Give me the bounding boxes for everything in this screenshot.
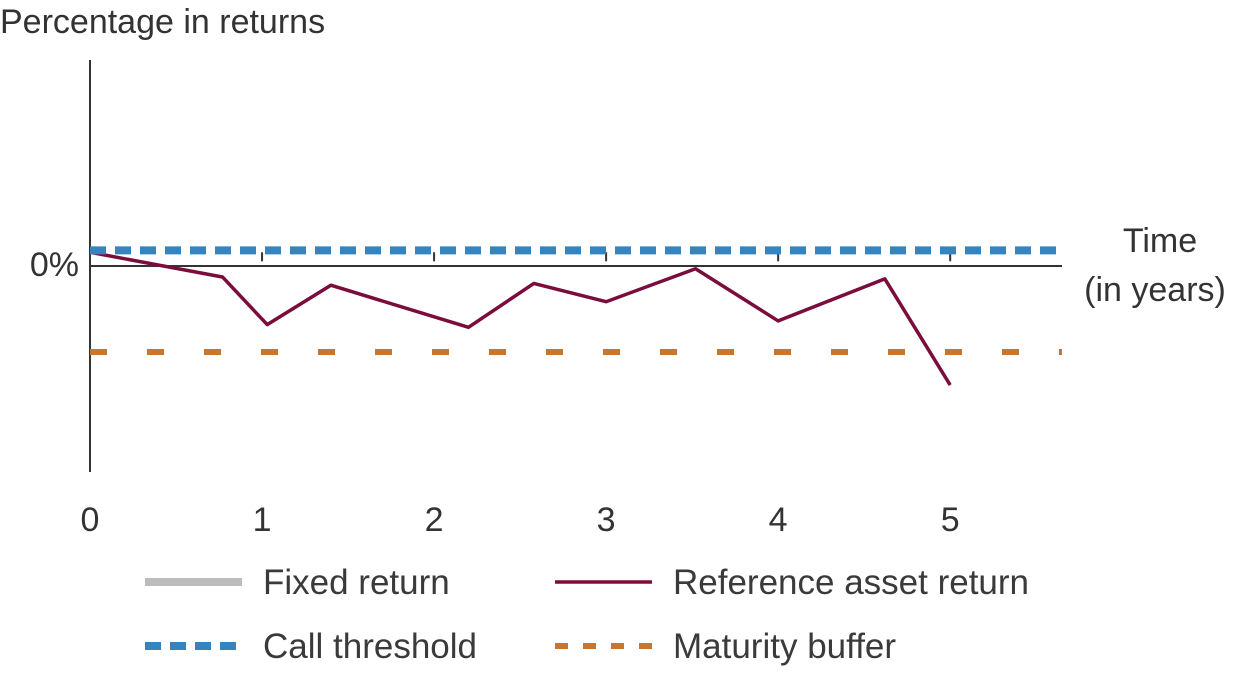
x-tick-label: 4	[769, 501, 788, 539]
x-tick-label: 0	[81, 501, 100, 539]
x-tick-label: 1	[253, 501, 272, 539]
x-axis-title-line-2: (in years)	[1084, 271, 1226, 309]
legend-label: Fixed return	[263, 563, 450, 602]
legend-label: Reference asset return	[673, 563, 1029, 602]
x-tick-label: 2	[425, 501, 444, 539]
series-reference-asset-return	[89, 250, 952, 386]
x-tick-label: 5	[941, 501, 960, 539]
y-axis-title: Percentage in returns	[0, 3, 325, 41]
x-axis-title-line-1: Time	[1123, 222, 1197, 260]
y-tick-label-zero: 0%	[30, 246, 79, 284]
legend: Fixed return Reference asset return Call t…	[145, 563, 1029, 666]
legend-label: Call threshold	[263, 627, 477, 666]
x-axis-ticks: 0 1 2 3 4 5	[81, 252, 960, 539]
series-layer	[89, 246, 1062, 386]
legend-label: Maturity buffer	[673, 627, 896, 666]
x-tick-label: 3	[597, 501, 616, 539]
